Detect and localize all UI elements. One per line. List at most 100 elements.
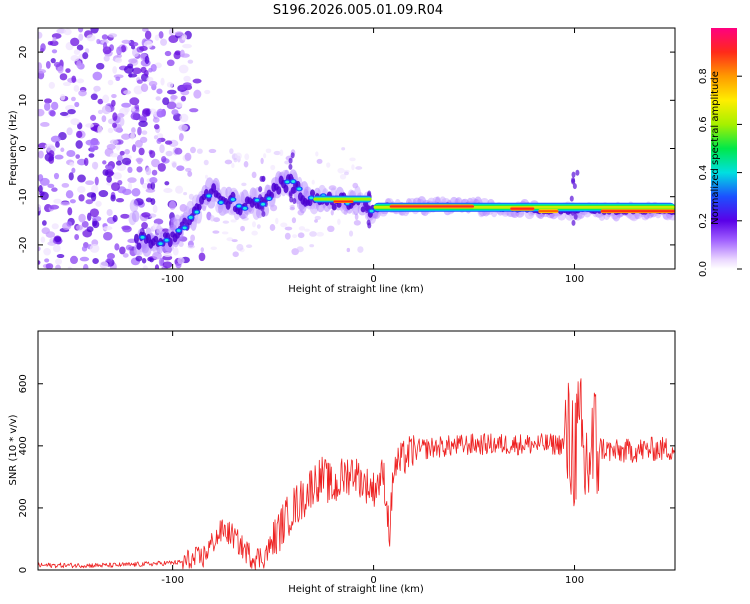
spectrogram-noise-blob — [55, 264, 61, 269]
spectrogram-noise-blob — [89, 243, 100, 253]
spectrogram-noise-blob — [122, 188, 132, 196]
ridge-halo — [129, 199, 139, 213]
spectrogram-noise-blob — [115, 76, 121, 82]
spectrogram-noise-blob — [280, 222, 288, 228]
spectrogram-noise-blob — [77, 185, 86, 193]
ridge-core — [182, 217, 188, 224]
colorbar-gradient — [711, 28, 737, 269]
spectrogram-noise-blob — [51, 187, 58, 192]
spectrogram-noise-blob — [170, 94, 178, 100]
spectrogram-x-tick-label: -100 — [161, 274, 184, 285]
spectrogram-noise-blob — [244, 153, 250, 161]
spectrogram-noise-blob — [103, 231, 113, 241]
spectrogram-noise-blob — [111, 99, 116, 107]
ridge-core — [276, 186, 282, 195]
spectrogram-noise-blob — [77, 174, 86, 183]
spectrogram-noise-blob — [174, 50, 182, 56]
spectrogram-noise-blob — [45, 263, 54, 269]
spectrogram-noise-blob — [40, 122, 50, 127]
spectrogram-noise-blob — [82, 263, 89, 269]
spectrogram-noise-blob — [51, 49, 58, 54]
ridge-spike — [573, 213, 578, 220]
spectrogram-noise-blob — [240, 225, 245, 232]
spectrogram-noise-blob — [160, 77, 165, 86]
spectrogram-noise-blob — [146, 76, 154, 83]
spectrogram-noise-blob — [183, 75, 191, 82]
snr-x-tick-label: 100 — [565, 575, 584, 586]
spectrogram-noise-blob — [137, 126, 142, 136]
spectrogram-noise-blob — [106, 143, 116, 151]
spectrogram-noise-blob — [107, 127, 114, 134]
spectrogram-noise-blob — [44, 258, 50, 263]
ridge-blob-cyan — [158, 242, 163, 246]
spectrogram-noise-blob — [85, 180, 95, 185]
spectrogram-noise-blob — [330, 209, 334, 216]
spectrogram-noise-blob — [71, 75, 77, 83]
spectrogram-noise-blob — [168, 200, 177, 210]
spectrogram-noise-blob — [77, 158, 87, 166]
ridge-band — [538, 210, 559, 213]
spectrogram-noise-blob — [121, 225, 131, 231]
spectrogram-noise-blob — [171, 162, 177, 168]
ridge-spike — [288, 163, 293, 170]
spectrogram-noise-blob — [78, 33, 84, 41]
spectrogram-noise-blob — [337, 218, 341, 225]
spectrogram-noise-blob — [49, 110, 56, 117]
ridge-blob-cyan — [267, 197, 272, 201]
spectrogram-noise-blob — [76, 60, 82, 69]
ridge-blob-cyan — [242, 206, 247, 210]
spectrogram-noise-blob — [92, 71, 103, 81]
spectrogram-y-tick-label: -20 — [18, 237, 29, 253]
spectrogram-noise-blob — [85, 123, 95, 128]
ridge-core — [360, 206, 366, 213]
spectrogram-noise-blob — [63, 28, 72, 36]
spectrogram-noise-blob — [130, 132, 135, 140]
spectrogram-noise-blob — [128, 58, 138, 64]
spectrogram-noise-blob — [54, 154, 64, 160]
spectrogram-noise-blob — [88, 153, 95, 158]
ridge-band — [600, 210, 675, 213]
spectrogram-noise-blob — [179, 113, 189, 123]
spectrogram-y-axis-label: Frequency (Hz) — [8, 110, 19, 186]
spectrogram-noise-blob — [269, 224, 276, 231]
spectrogram-noise-blob — [226, 237, 234, 242]
spectrogram-noise-blob — [59, 73, 68, 81]
spectrogram-noise-blob — [316, 158, 323, 164]
spectrogram-noise-blob — [93, 85, 101, 92]
spectrogram-noise-blob — [121, 133, 131, 140]
spectrogram-noise-blob — [84, 48, 90, 54]
spectrogram-noise-blob — [149, 177, 158, 184]
spectrogram-noise-blob — [68, 172, 74, 181]
spectrogram-noise-blob — [275, 217, 279, 225]
spectrogram-noise-blob — [251, 171, 257, 179]
spectrogram-noise-blob — [81, 245, 88, 252]
spectrogram-noise-blob — [164, 50, 172, 57]
ridge-blob-cyan — [261, 202, 266, 206]
spectrogram-noise-blob — [70, 255, 78, 265]
spectrogram-noise-blob — [52, 36, 57, 42]
spectrogram-noise-blob — [82, 52, 89, 60]
spectrogram-noise-blob — [95, 200, 102, 207]
snr-x-axis-label: Height of straight line (km) — [288, 584, 424, 595]
spectrogram-noise-blob — [135, 255, 143, 262]
spectrogram-noise-blob — [86, 192, 96, 198]
spectrogram-noise-blob — [221, 231, 229, 235]
colorbar-tick-label: 0.4 — [698, 165, 709, 181]
ridge-spike — [364, 202, 369, 209]
spectrogram-noise-blob — [174, 31, 184, 37]
spectrogram-noise-blob — [66, 127, 73, 136]
ridge-blob-cyan — [206, 194, 211, 198]
ridge-blob-cyan — [140, 235, 145, 239]
spectrogram-noise-blob — [70, 55, 80, 62]
spectrogram-noise-blob — [154, 34, 160, 41]
spectrogram-noise-blob — [67, 266, 72, 269]
spectrogram-noise-blob — [86, 226, 94, 233]
spectrogram-noise-blob — [144, 30, 152, 40]
spectrogram-noise-blob — [94, 176, 99, 186]
ridge-spike — [569, 195, 574, 202]
spectrogram-noise-blob — [40, 191, 49, 201]
spectrogram-noise-blob — [106, 175, 112, 183]
spectrogram-noise-blob — [97, 98, 104, 105]
spectrogram-noise-blob — [113, 172, 122, 180]
spectrogram-noise-blob — [114, 57, 123, 64]
